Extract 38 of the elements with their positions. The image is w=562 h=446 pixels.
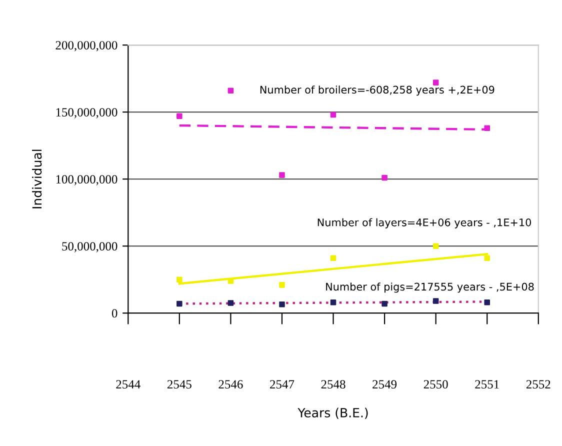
point — [382, 174, 388, 181]
point — [176, 113, 182, 119]
annotation: Number of broilers=-608,258 years +,2E+09 — [260, 86, 494, 96]
point — [330, 255, 336, 262]
y-axis-title: Individual — [32, 150, 42, 208]
point — [176, 276, 182, 282]
point — [279, 282, 285, 288]
y-tick-label: 0 — [112, 309, 118, 318]
point — [484, 255, 490, 262]
annotation: Number of pigs=217555 years - ,5E+08 — [326, 282, 534, 293]
x-tick-label: 2545 — [167, 380, 192, 389]
point — [228, 88, 234, 94]
point — [279, 301, 285, 308]
y-tick-label: 50,000,000 — [62, 242, 118, 252]
annotation: Number of layers=4E+06 years - ,1E+10 — [318, 218, 532, 228]
x-tick-label: 2546 — [218, 380, 243, 389]
point — [432, 243, 439, 249]
x-tick-label: 2549 — [372, 380, 397, 389]
point — [432, 298, 439, 304]
point — [484, 125, 490, 132]
point — [330, 299, 336, 306]
point — [432, 80, 439, 86]
point — [279, 172, 285, 178]
x-tick-label: 2552 — [526, 380, 550, 389]
x-tick-label: 2551 — [475, 380, 499, 389]
x-tick-label: 2544 — [116, 380, 140, 389]
y-tick-label: 200,000,000 — [56, 41, 118, 52]
x-axis-title: Years (B.E.) — [298, 408, 368, 419]
point — [484, 299, 490, 306]
x-tick-label: 2547 — [270, 380, 294, 389]
point — [330, 112, 336, 118]
point — [382, 300, 388, 307]
point — [228, 300, 234, 306]
x-tick-label: 2548 — [321, 380, 346, 389]
point — [176, 300, 182, 307]
y-tick-label: 100,000,000 — [56, 175, 118, 186]
x-tick-label: 2550 — [424, 380, 448, 389]
y-tick-label: 150,000,000 — [56, 108, 118, 118]
